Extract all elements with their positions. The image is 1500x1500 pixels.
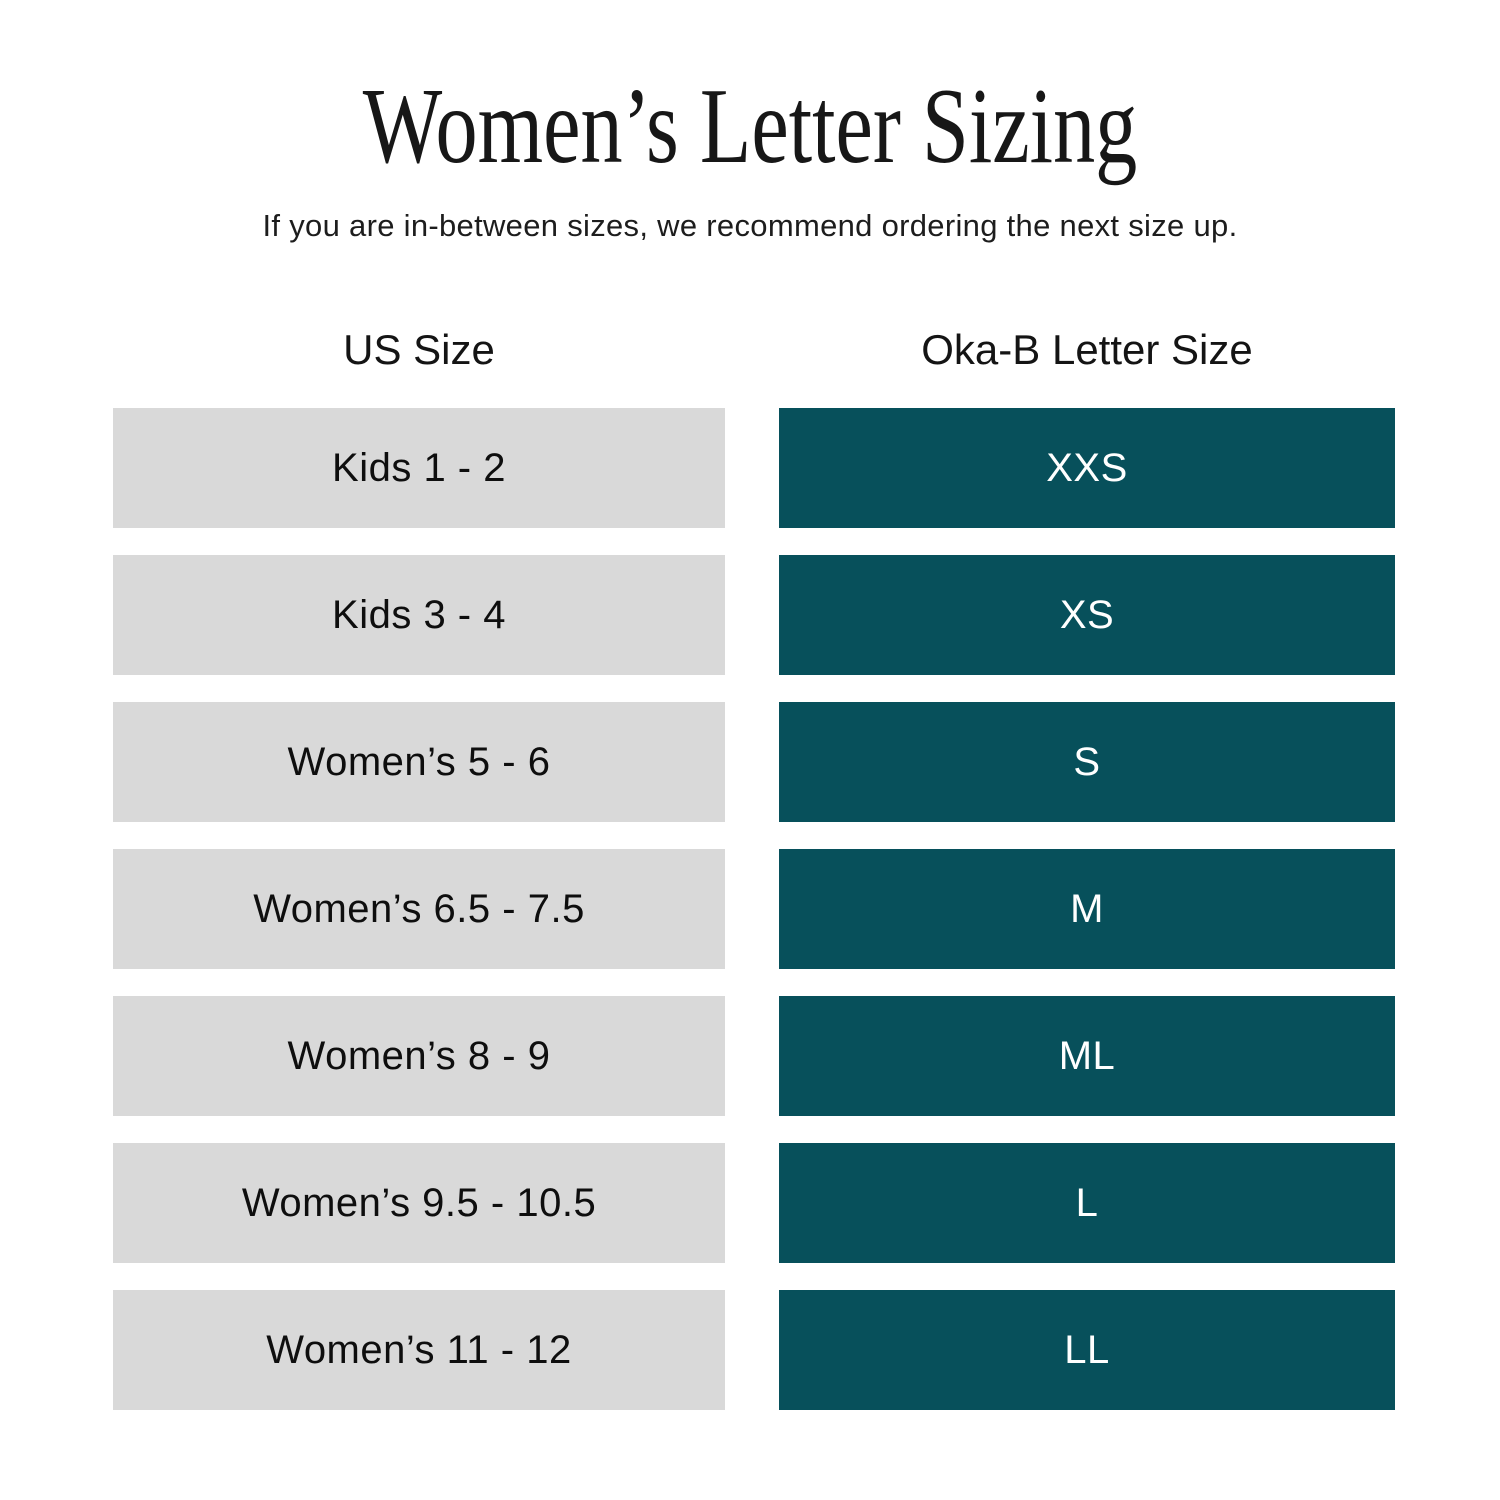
us-size-cell: Women’s 11 - 12 [113,1290,725,1410]
size-table-header-row: US Size Oka-B Letter Size [113,322,1395,378]
size-table: US Size Oka-B Letter Size Kids 1 - 2 XXS K… [113,322,1395,1410]
us-size-cell: Women’s 6.5 - 7.5 [113,849,725,969]
letter-size-cell: ML [779,996,1395,1116]
page-subtitle: If you are in-between sizes, we recommen… [262,208,1238,244]
us-size-cell: Kids 1 - 2 [113,408,725,528]
letter-size-cell: L [779,1143,1395,1263]
letter-size-cell: XXS [779,408,1395,528]
letter-size-cell: S [779,702,1395,822]
us-size-cell: Women’s 9.5 - 10.5 [113,1143,725,1263]
column-header-letter-size: Oka-B Letter Size [921,326,1253,373]
letter-size-cell: LL [779,1290,1395,1410]
us-size-cell: Women’s 8 - 9 [113,996,725,1116]
page-title: Women’s Letter Sizing [362,67,1138,186]
letter-size-cell: M [779,849,1395,969]
letter-size-cell: XS [779,555,1395,675]
us-size-cell: Kids 3 - 4 [113,555,725,675]
column-header-us-size: US Size [343,326,495,373]
us-size-cell: Women’s 5 - 6 [113,702,725,822]
